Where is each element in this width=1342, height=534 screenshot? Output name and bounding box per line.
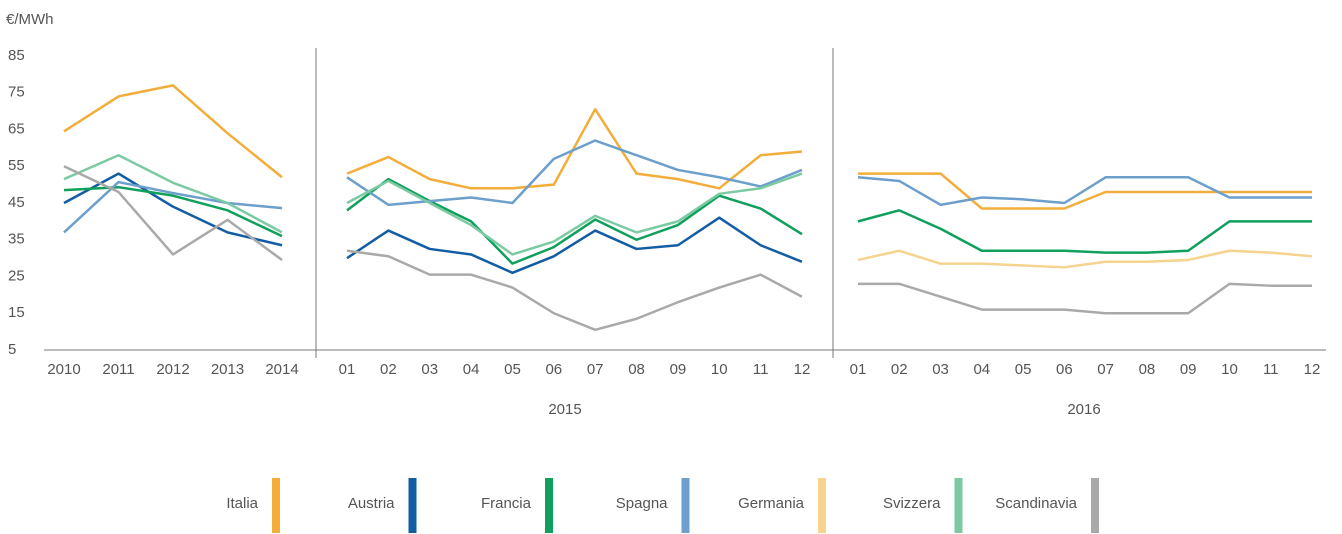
x-tick-label: 06 [545, 361, 562, 378]
series-line [857, 209, 1312, 254]
x-tick-label: 04 [973, 361, 990, 378]
x-tick-label: 05 [1015, 361, 1032, 378]
x-tick-label: 08 [1139, 361, 1156, 378]
x-tick-label: 09 [1180, 361, 1197, 378]
legend-swatch [1091, 478, 1099, 533]
x-tick-label: 11 [1263, 361, 1279, 378]
legend-label: Scandinavia [995, 495, 1077, 512]
series-line [858, 282, 1312, 315]
series-line [346, 139, 803, 207]
legend-swatch [272, 478, 280, 533]
series-line [857, 249, 1313, 269]
group-label: 2015 [548, 401, 581, 418]
x-tick-label: 04 [463, 361, 480, 378]
series-line [858, 172, 1312, 210]
series-line [346, 172, 803, 256]
legend-label: Austria [348, 495, 395, 512]
legend-swatch [818, 478, 826, 533]
y-tick-label: 65 [8, 120, 25, 137]
series-line [346, 216, 803, 275]
x-tick-label: 2014 [265, 361, 298, 378]
x-tick-label: 09 [670, 361, 687, 378]
y-tick-label: 15 [8, 304, 25, 321]
x-tick-label: 07 [587, 361, 604, 378]
y-tick-label: 85 [8, 47, 25, 64]
legend-label: Francia [481, 495, 532, 512]
x-tick-label: 2010 [47, 361, 80, 378]
series-line [346, 108, 803, 190]
x-tick-label: 02 [891, 361, 908, 378]
series-line [63, 185, 283, 238]
series-line [857, 176, 1312, 207]
legend-swatch [408, 478, 417, 533]
series-line [63, 84, 283, 179]
legend-label: Italia [226, 495, 258, 512]
x-tick-label: 2012 [156, 361, 189, 378]
legend-swatch [954, 478, 963, 533]
y-tick-label: 75 [8, 84, 25, 101]
x-tick-label: 11 [753, 361, 769, 378]
x-tick-label: 01 [850, 361, 867, 378]
y-tick-label: 5 [8, 341, 16, 358]
x-tick-label: 2013 [211, 361, 244, 378]
x-tick-label: 03 [932, 361, 949, 378]
x-tick-label: 2011 [102, 361, 134, 378]
series-line [63, 165, 283, 261]
x-tick-label: 03 [421, 361, 438, 378]
legend-label: Svizzera [883, 495, 941, 512]
x-tick-label: 06 [1056, 361, 1073, 378]
y-tick-label: 35 [8, 231, 25, 248]
legend-label: Spagna [616, 495, 668, 512]
series-line [63, 180, 283, 234]
x-tick-label: 07 [1097, 361, 1114, 378]
legend-swatch [545, 478, 553, 533]
y-tick-label: 25 [8, 267, 25, 284]
y-tick-label: 55 [8, 157, 25, 174]
x-tick-label: 05 [504, 361, 521, 378]
x-tick-label: 12 [1304, 361, 1321, 378]
legend-swatch [681, 478, 690, 533]
series-line [63, 153, 283, 234]
x-tick-label: 12 [794, 361, 811, 378]
x-tick-label: 10 [711, 361, 728, 378]
y-tick-label: 45 [8, 194, 25, 211]
x-tick-label: 10 [1221, 361, 1238, 378]
series-line [346, 177, 803, 265]
x-tick-label: 01 [339, 361, 356, 378]
x-tick-label: 08 [628, 361, 645, 378]
legend-label: Germania [738, 495, 805, 512]
group-label: 2016 [1067, 401, 1100, 418]
series-line [346, 249, 803, 332]
y-axis-label: €/MWh [6, 11, 54, 28]
x-tick-label: 02 [380, 361, 397, 378]
